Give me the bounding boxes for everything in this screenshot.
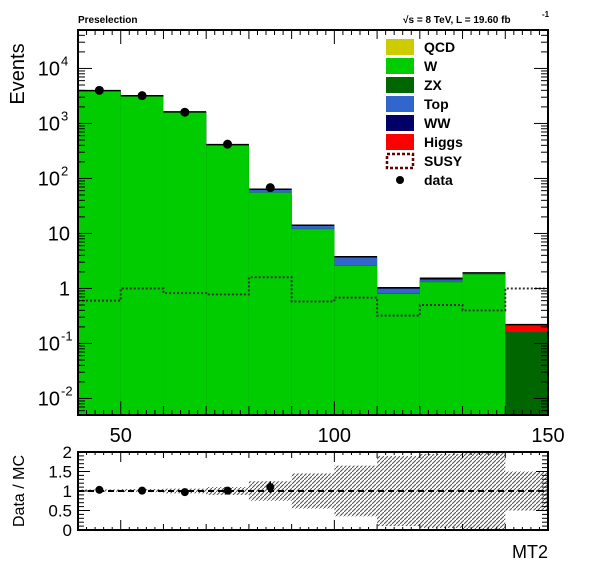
legend-swatch-top	[386, 96, 414, 112]
y-tick-label-5: 10	[38, 113, 60, 135]
bar-w-8	[419, 282, 463, 415]
ratio-y-tick-label-2: 1	[63, 482, 72, 501]
y-tick-label-0: 10	[38, 388, 60, 410]
bar-w-2	[163, 112, 207, 416]
ratio-y-tick-label-1: 0.5	[48, 502, 72, 521]
legend-swatch-zx	[386, 77, 414, 93]
y-tick-exp-6: 4	[61, 53, 68, 68]
legend-swatch-data	[396, 176, 404, 184]
data-point-3	[223, 139, 233, 149]
bar-w-9	[462, 274, 506, 415]
ratio-y-tick-label-4: 2	[63, 443, 72, 462]
header-right: √s = 8 TeV, L = 19.60 fb	[403, 15, 511, 26]
legend-label-qcd: QCD	[424, 39, 455, 55]
x-tick-label-2: 150	[531, 425, 564, 447]
y-tick-label-4: 10	[38, 168, 60, 190]
y-tick-exp-1: -1	[61, 328, 73, 343]
bar-w-3	[206, 145, 249, 415]
y-tick-exp-0: -2	[61, 383, 73, 398]
y-tick-label-3: 10	[48, 223, 70, 245]
header-left: Preselection	[78, 15, 137, 26]
legend-label-susy: SUSY	[424, 153, 463, 169]
bar-w-5	[291, 229, 335, 415]
bar-zx-10	[505, 332, 548, 415]
data-point-0	[94, 85, 104, 95]
legend-swatch-ww	[386, 115, 414, 131]
ratio-point-2	[180, 488, 189, 497]
bar-w-1	[120, 96, 164, 416]
legend-label-zx: ZX	[424, 77, 443, 93]
data-point-2	[180, 107, 190, 117]
ratio-point-3	[223, 486, 232, 495]
legend-swatch-w	[386, 58, 414, 74]
data-point-1	[137, 91, 147, 101]
y-tick-exp-5: 3	[61, 108, 68, 123]
legend-label-higgs: Higgs	[424, 134, 463, 150]
legend-label-data: data	[424, 172, 453, 188]
ratio-y-axis-label: Data / MC	[11, 455, 28, 527]
bar-w-7	[377, 293, 420, 415]
legend-swatch-higgs	[386, 134, 414, 150]
y-tick-label-1: 10	[38, 333, 60, 355]
bar-w-4	[248, 192, 292, 415]
ratio-point-4	[266, 483, 275, 492]
main-plot-frame	[77, 29, 549, 416]
legend-label-ww: WW	[424, 115, 451, 131]
bar-w-6	[334, 265, 378, 415]
series-susy-line	[78, 276, 548, 317]
header-right-exp: -1	[542, 10, 550, 19]
main-y-axis-label: Events	[7, 43, 29, 104]
x-axis-label: MT2	[512, 542, 548, 562]
legend: QCD W ZX Top WW Higgs SUSY data	[385, 39, 463, 188]
legend-label-w: W	[424, 58, 438, 74]
legend-swatch-susy	[385, 152, 415, 170]
ratio-y-tick-label-0: 0	[63, 521, 72, 540]
legend-label-top: Top	[424, 96, 449, 112]
ratio-y-tick-label-3: 1.5	[48, 463, 72, 482]
ratio-plot: 00.511.52 Data / MC MT2	[11, 443, 549, 562]
x-tick-label-1: 100	[318, 425, 351, 447]
ratio-point-0	[95, 485, 104, 494]
bar-w-0	[78, 90, 121, 415]
x-tick-label-0: 50	[110, 425, 132, 447]
y-tick-label-6: 10	[38, 58, 60, 80]
data-point-4	[265, 183, 275, 193]
y-tick-exp-4: 2	[61, 163, 68, 178]
ratio-point-1	[138, 486, 147, 495]
legend-swatch-qcd	[386, 39, 414, 55]
y-tick-label-2: 1	[59, 278, 70, 300]
